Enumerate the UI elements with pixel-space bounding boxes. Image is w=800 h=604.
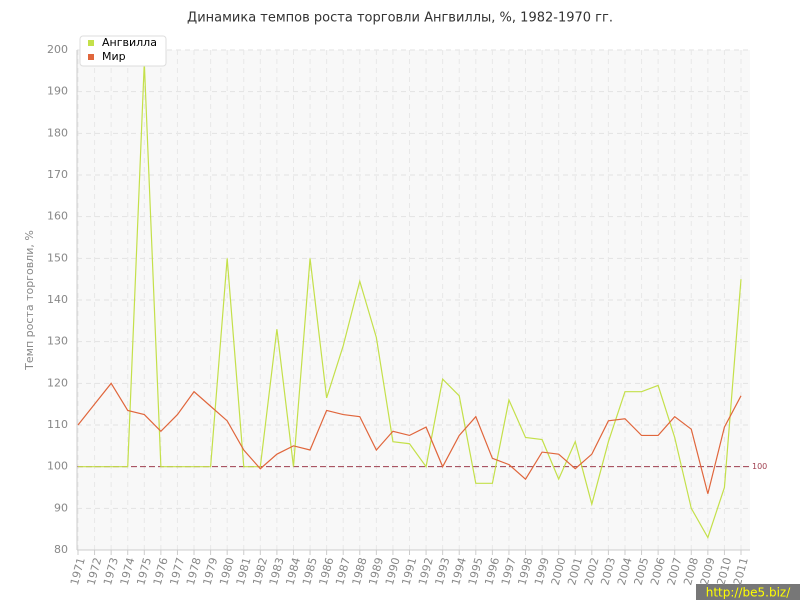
- legend-swatch: [88, 40, 94, 46]
- y-tick-label: 130: [47, 335, 68, 348]
- y-tick-label: 190: [47, 85, 68, 98]
- watermark-bg: [696, 584, 800, 600]
- marks: [77, 62, 750, 539]
- y-tick-label: 90: [54, 501, 68, 514]
- series-line: [77, 382, 742, 494]
- y-tick-label: 80: [54, 543, 68, 556]
- y-tick-label: 200: [47, 43, 68, 56]
- y-tick-label: 100: [47, 460, 68, 473]
- y-tick-label: 180: [47, 126, 68, 139]
- watermark: http://be5.biz/: [706, 586, 791, 600]
- y-tick-label: 170: [47, 168, 68, 181]
- legend-label: Мир: [102, 50, 126, 63]
- y-tick-label: 140: [47, 293, 68, 306]
- legend-box: [79, 35, 167, 67]
- chart-title: Динамика темпов роста торговли Ангвиллы,…: [187, 11, 613, 26]
- y-tick-label: 120: [47, 376, 68, 389]
- series-line: [78, 62, 742, 539]
- y-axis-label: Темп роста торговли, %: [23, 230, 36, 371]
- legend-swatch: [88, 54, 94, 60]
- y-tick-label: 150: [47, 251, 68, 264]
- y-tick-label: 160: [47, 210, 68, 223]
- reference-label: 100: [752, 462, 767, 471]
- legend-label: Ангвилла: [102, 36, 157, 49]
- y-tick-label: 110: [47, 418, 68, 431]
- x-tick-label: 2011: [731, 556, 751, 586]
